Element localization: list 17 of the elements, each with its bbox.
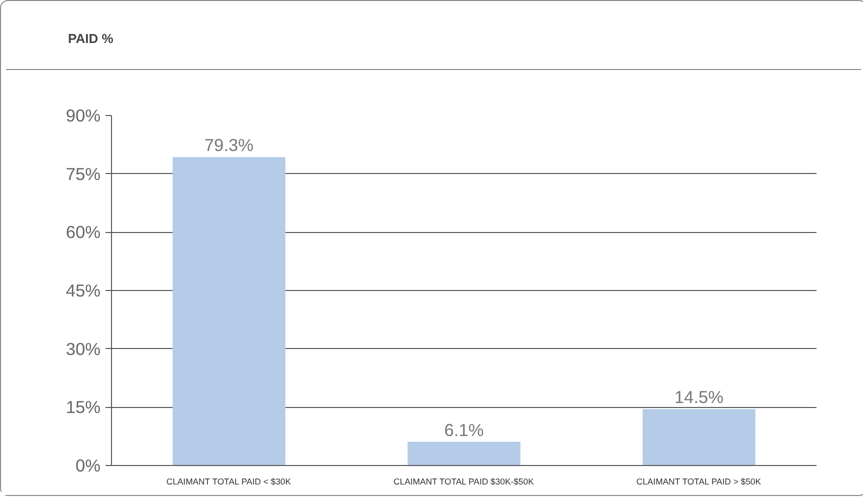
y-tick-label: 60% — [66, 222, 101, 242]
data-label: 14.5% — [674, 387, 724, 408]
bar — [408, 442, 520, 466]
y-tick-label: 45% — [66, 280, 101, 300]
x-tick-label: CLAIMANT TOTAL PAID $30K-$50K — [394, 476, 534, 486]
x-tick-label: CLAIMANT TOTAL PAID > $50K — [636, 476, 762, 486]
x-tick-label: CLAIMANT TOTAL PAID < $30K — [166, 476, 292, 486]
data-label: 6.1% — [444, 420, 484, 440]
y-tick-label: 0% — [75, 456, 100, 476]
y-tick-label: 75% — [66, 164, 101, 184]
bar — [642, 409, 756, 466]
y-tick-label: 30% — [66, 338, 101, 359]
data-label: 79.3% — [204, 135, 254, 156]
y-tick-label: 90% — [66, 106, 101, 126]
chart-title: PAID % — [68, 30, 114, 48]
y-tick-label: 15% — [66, 397, 101, 418]
bar — [172, 157, 286, 466]
